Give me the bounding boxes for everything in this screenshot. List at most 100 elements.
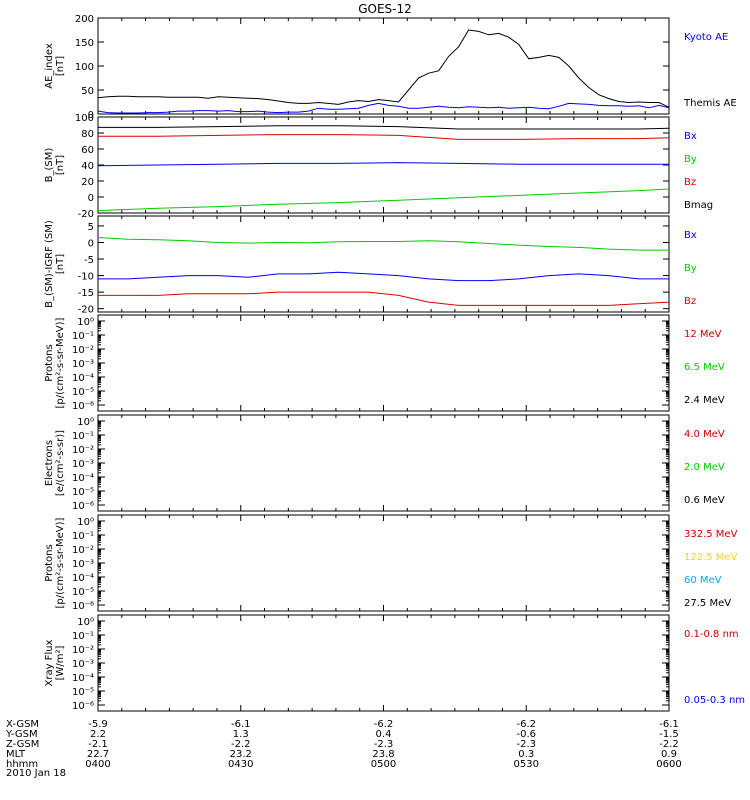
ephemeris-value: -6.1 [659, 719, 679, 730]
panel-6: 10⁰ 10⁻¹ 10⁻² 10⁻³ 10⁻⁴ 10⁻⁵ 10⁻⁶ Protons [p/(cm… [44, 514, 738, 612]
y-axis-label: [p/(cm²-s-sr-MeV)] [55, 317, 66, 408]
series-line-by [97, 237, 669, 251]
ephemeris-value: -2.3 [374, 739, 394, 750]
y-tick-label: 10⁻⁶ [72, 601, 94, 612]
panel-7: 10⁰ 10⁻¹ 10⁻² 10⁻³ 10⁻⁴ 10⁻⁵ 10⁻⁶ Xray Flux [W/m… [44, 614, 745, 712]
panel-3: -20 -15 -10 -5 0 5 B_(SM)-IGRF (SM) [nT] Bx By Bz [44, 215, 697, 316]
y-tick-label: 10⁻⁴ [72, 573, 94, 584]
y-tick-label: 10⁻⁴ [72, 673, 94, 684]
y-tick-label: 20 [81, 177, 94, 188]
y-tick-label: 10⁻⁵ [72, 687, 94, 698]
panel-4: 10⁰ 10⁻¹ 10⁻² 10⁻³ 10⁻⁴ 10⁻⁵ 10⁻⁶ Protons [p/(cm… [44, 314, 725, 412]
y-tick-label: 10⁻¹ [72, 631, 94, 642]
series-line-bx [97, 162, 669, 167]
y-axis-label: AE_index [44, 43, 55, 89]
y-axis-label: Protons [44, 544, 55, 581]
legend-entry: 12 MeV [684, 329, 722, 340]
y-tick-label: 10⁻³ [72, 459, 94, 470]
ephemeris-value: -2.2 [659, 739, 679, 750]
y-tick-label: 50 [81, 86, 94, 97]
y-axis-label: [W/m²] [55, 645, 66, 680]
y-tick-label: 10⁻⁵ [72, 587, 94, 598]
y-tick-label: 10⁰ [77, 517, 94, 528]
y-axis-label: B_(SM) [44, 148, 55, 183]
panel-frame [97, 514, 670, 612]
panel-5: 10⁰ 10⁻¹ 10⁻² 10⁻³ 10⁻⁴ 10⁻⁵ 10⁻⁶ Electrons [e/(… [44, 414, 725, 512]
legend-entry: Kyoto AE [684, 32, 728, 43]
y-tick-label: -20 [78, 209, 94, 220]
y-tick-label: -5 [84, 255, 94, 266]
legend-entry: By [684, 154, 697, 165]
y-tick-label: 10⁻² [72, 445, 94, 456]
ephemeris-value: -6.2 [516, 719, 536, 730]
y-axis-label: B_(SM)-IGRF (SM) [44, 220, 55, 308]
legend-entry: 122.5 MeV [684, 552, 738, 563]
ephemeris-value: 0400 [85, 759, 110, 770]
y-axis-label: [e/(cm²-s-sr)] [55, 430, 66, 496]
ephemeris-value: 2.2 [90, 729, 106, 740]
y-axis-label: [p/(cm²-s-sr-MeV)] [55, 517, 66, 608]
ephemeris-value: -2.1 [88, 739, 108, 750]
y-tick-label: 100 [75, 62, 94, 73]
ephemeris-value: 0.9 [661, 749, 677, 760]
panel-frame [97, 614, 670, 712]
y-tick-label: 10⁻¹ [72, 431, 94, 442]
footer-date: 2010 Jan 18 [6, 768, 66, 779]
legend-entry: 2.0 MeV [684, 462, 725, 473]
legend-entry: Bz [684, 296, 696, 307]
y-tick-label: 10⁻³ [72, 559, 94, 570]
ephemeris-value: -2.3 [516, 739, 536, 750]
ephemeris-value: -6.1 [231, 719, 251, 730]
legend-entry: 2.4 MeV [684, 395, 725, 406]
y-tick-label: 10⁰ [77, 617, 94, 628]
legend-entry: By [684, 263, 697, 274]
y-tick-label: 10⁻³ [72, 359, 94, 370]
y-tick-label: 150 [75, 38, 94, 49]
y-tick-label: 10⁻² [72, 645, 94, 656]
panel-2: -20 0 20 40 60 80 100 B_(SM) [nT] Bx By Bz Bmag [44, 113, 713, 220]
y-axis-label: Protons [44, 344, 55, 381]
y-tick-label: 60 [81, 145, 94, 156]
y-axis-label: [nT] [55, 254, 66, 274]
legend-entry: Bx [684, 131, 697, 142]
ephemeris-row-label: hhmm [6, 759, 38, 770]
y-tick-label: 10⁻⁵ [72, 387, 94, 398]
plot-title: GOES-12 [358, 2, 412, 16]
ephemeris-row-label: Y-GSM [5, 729, 38, 740]
series-line-kyoto-ae [97, 102, 670, 114]
y-tick-label: 10⁰ [77, 417, 94, 428]
y-tick-label: 0 [88, 110, 94, 121]
ephemeris-value: 0600 [656, 759, 681, 770]
ephemeris-value: 23.8 [372, 749, 394, 760]
ephemeris-value: 0.3 [518, 749, 534, 760]
y-tick-label: 10⁻⁶ [72, 701, 94, 712]
y-tick-label: 10⁻³ [72, 659, 94, 670]
legend-entry: Themis AE [683, 98, 737, 109]
legend-entry: Bx [684, 230, 697, 241]
panel-frame [97, 215, 670, 313]
legend-entry: Bmag [684, 200, 713, 211]
y-axis-label: Electrons [44, 440, 55, 486]
legend-entry: 0.1-0.8 nm [684, 629, 739, 640]
y-tick-label: 10⁰ [77, 317, 94, 328]
ephemeris-row-label: Z-GSM [6, 739, 39, 750]
legend-entry: 60 MeV [684, 575, 722, 586]
legend-entry: 0.6 MeV [684, 495, 725, 506]
y-tick-label: 10⁻⁵ [72, 487, 94, 498]
y-tick-label: 10⁻⁶ [72, 501, 94, 512]
panel-frame [97, 314, 670, 412]
y-tick-label: -10 [78, 272, 94, 283]
series-line-bx [98, 271, 669, 282]
ephemeris-value: 23.2 [230, 749, 252, 760]
y-tick-label: -20 [78, 305, 94, 316]
ephemeris-row-label: MLT [6, 749, 26, 760]
y-tick-label: 10⁻⁶ [72, 401, 94, 412]
ephemeris-value: -6.2 [374, 719, 394, 730]
y-axis-label: [nT] [55, 56, 66, 76]
ephemeris-value: 22.7 [87, 749, 109, 760]
ephemeris-value: -5.9 [88, 719, 108, 730]
y-tick-label: 10⁻¹ [72, 531, 94, 542]
legend-entry: 27.5 MeV [684, 598, 731, 609]
